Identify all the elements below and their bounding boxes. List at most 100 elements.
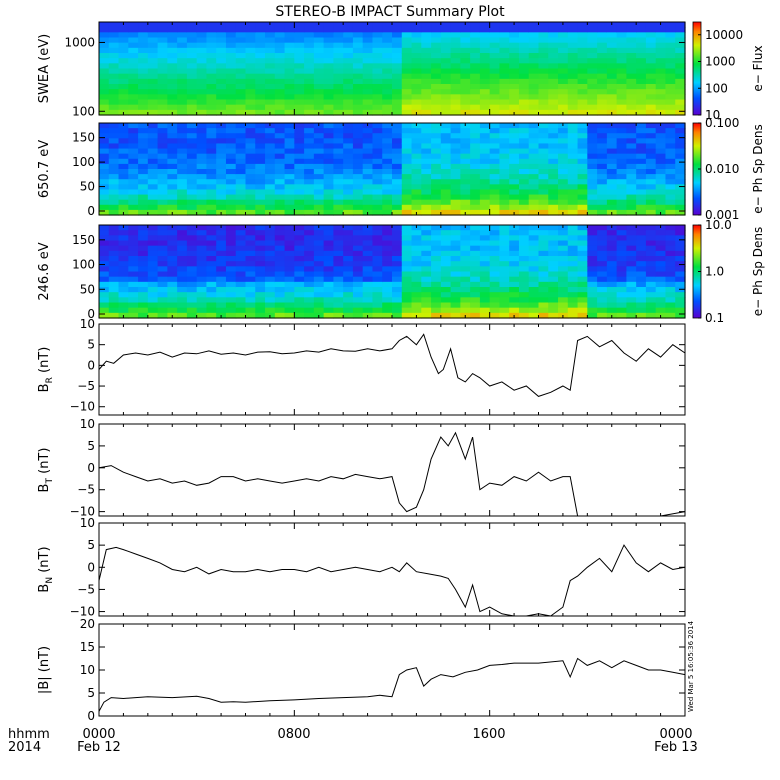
heatmap-cell	[118, 42, 129, 49]
y-label-unit: (nT)	[37, 448, 52, 478]
heatmap-cell	[577, 235, 588, 242]
heatmap-cell	[343, 169, 354, 175]
heatmap-cell	[528, 261, 540, 267]
heatmap-cell	[372, 302, 383, 309]
heatmap-cell	[177, 184, 188, 191]
heatmap-cell	[304, 32, 315, 39]
heatmap-cell	[450, 99, 461, 106]
heatmap-cell	[587, 204, 598, 211]
heatmap-cell	[636, 174, 647, 180]
heatmap-cell	[470, 68, 481, 75]
heatmap-cell	[147, 32, 159, 39]
heatmap-cell	[450, 297, 461, 304]
heatmap-cell	[255, 169, 266, 175]
heatmap-cell	[108, 240, 120, 247]
heatmap-cell	[255, 73, 266, 80]
heatmap-cell	[382, 104, 393, 111]
heatmap-cell	[333, 153, 344, 160]
heatmap-cell	[567, 22, 579, 28]
heatmap-cell	[479, 245, 491, 252]
heatmap-cell	[450, 266, 461, 273]
heatmap-cell	[294, 109, 305, 116]
heatmap-cell	[255, 63, 266, 70]
heatmap-cell	[177, 240, 188, 247]
heatmap-cell	[499, 104, 510, 111]
heatmap-cell	[294, 143, 305, 150]
heatmap-cell	[177, 73, 188, 80]
heatmap-cell	[518, 225, 530, 231]
heatmap-cell	[431, 271, 442, 278]
heatmap-cell	[284, 22, 295, 28]
heatmap-cell	[108, 225, 120, 231]
heatmap-cell	[245, 89, 256, 95]
heatmap-cell	[333, 63, 344, 70]
heatmap-cell	[626, 37, 637, 44]
heatmap-cell	[450, 58, 461, 64]
heatmap-cell	[597, 297, 608, 304]
heatmap-cell	[265, 47, 276, 54]
heatmap-cell	[636, 89, 647, 95]
heatmap-cell	[372, 22, 383, 28]
heatmap-cell	[431, 179, 442, 185]
heatmap-cell	[675, 312, 686, 319]
heatmap-cell	[108, 163, 120, 170]
heatmap-cell	[616, 240, 627, 247]
heatmap-cell	[675, 58, 686, 64]
heatmap-cell	[323, 158, 334, 165]
heatmap-cell	[362, 148, 374, 155]
heatmap-cell	[577, 99, 588, 106]
heatmap-cell	[245, 163, 256, 170]
heatmap-cell	[235, 307, 247, 314]
heatmap-cell	[558, 73, 569, 80]
heatmap-cell	[333, 68, 344, 75]
heatmap-cell	[333, 302, 344, 309]
heatmap-cell	[186, 99, 198, 106]
heatmap-cell	[645, 271, 657, 278]
heatmap-cell	[665, 174, 676, 180]
heatmap-cell	[186, 266, 198, 273]
heatmap-cell	[225, 261, 237, 267]
heatmap-cell	[362, 99, 374, 106]
heatmap-cell	[645, 94, 657, 101]
heatmap-cell	[196, 78, 208, 85]
heatmap-cell	[284, 32, 295, 39]
heatmap-cell	[274, 184, 286, 191]
heatmap-cell	[431, 287, 442, 293]
heatmap-cell	[518, 261, 530, 267]
heatmap-cell	[597, 276, 608, 283]
heatmap-cell	[99, 27, 110, 33]
heatmap-cell	[645, 225, 657, 231]
heatmap-cell	[206, 73, 217, 80]
series-line-6	[98, 657, 686, 712]
heatmap-cell	[440, 199, 452, 206]
heatmap-cell	[245, 153, 256, 160]
heatmap-cell	[343, 158, 354, 165]
heatmap-cell	[421, 153, 432, 160]
heatmap-cell	[284, 58, 295, 64]
heatmap-cell	[577, 240, 588, 247]
heatmap-cell	[235, 194, 247, 201]
heatmap-cell	[655, 250, 667, 257]
heatmap-cell	[99, 307, 110, 314]
heatmap-cell	[313, 158, 325, 165]
heatmap-cell	[177, 94, 188, 101]
heatmap-cell	[392, 189, 403, 196]
heatmap-cell	[470, 58, 481, 64]
heatmap-cell	[392, 245, 403, 252]
heatmap-cell	[440, 256, 452, 262]
heatmap-cell	[401, 302, 413, 309]
heatmap-cell	[421, 245, 432, 252]
heatmap-cell	[274, 276, 286, 283]
heatmap-cell	[626, 194, 637, 201]
heatmap-cell	[362, 169, 374, 175]
heatmap-cell	[411, 42, 422, 49]
heatmap-cell	[382, 158, 393, 165]
heatmap-cell	[675, 27, 686, 33]
colorbar-tick-label: 0.010	[705, 162, 739, 176]
heatmap-cell	[196, 250, 208, 257]
heatmap-cell	[577, 169, 588, 175]
heatmap-cell	[294, 245, 305, 252]
heatmap-cell	[206, 261, 217, 267]
heatmap-cell	[577, 47, 588, 54]
heatmap-cell	[421, 266, 432, 273]
